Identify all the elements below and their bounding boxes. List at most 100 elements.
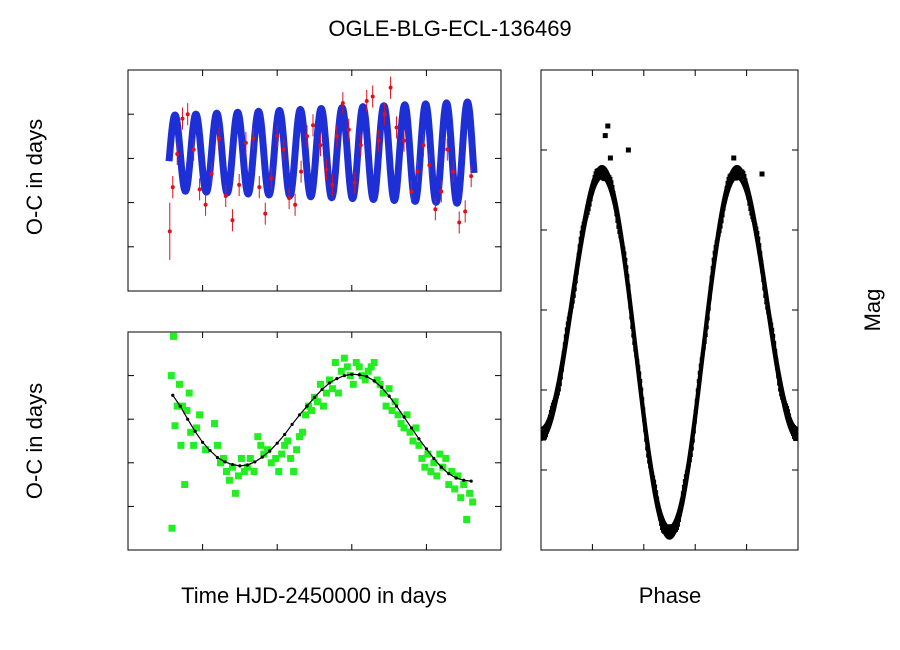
right-point [787,413,792,418]
bottom-left-point [228,463,236,471]
right-point [569,304,574,309]
top-left-point [445,147,450,152]
bottom-left-point [373,376,381,384]
right-point [582,218,587,223]
right-point [786,409,791,414]
right-point [632,340,637,345]
bottom-left-point [296,433,304,441]
top-left-point [364,98,369,103]
right-point [788,418,793,423]
right-point [630,324,635,329]
right-point [598,172,603,177]
bottom-left-point [217,459,225,467]
bottom-left-fit-point [335,377,339,381]
right-ylabel: Mag [860,289,885,332]
right-point [789,423,794,428]
top-left-point [469,174,474,179]
bottom-left-point [243,463,251,471]
right-point [721,206,726,211]
right-point [774,357,779,362]
right-point [753,223,758,228]
bottom-left-fit-point [283,432,287,437]
top-left-point [257,185,262,190]
right-point [719,219,724,224]
bottom-left-point [293,446,301,454]
right-outlier-point [602,133,608,139]
right-point [769,322,774,327]
right-point [626,284,631,289]
right-point [699,357,704,362]
right-point [767,314,772,319]
bottom-left-point [409,437,417,445]
right-point [653,484,658,489]
top-left-point [269,176,274,181]
top-left-point [275,134,280,139]
bottom-left-point [340,354,348,362]
right-point [659,521,664,526]
right-point [647,459,652,464]
right-point [679,498,684,503]
bottom-left-fit-point [387,394,391,398]
right-point [554,394,559,399]
right-point [654,490,659,495]
bottom-left-point [403,411,411,419]
bottom-left-point [418,454,426,462]
right-point [589,191,594,196]
top-left-point [311,123,316,128]
bottom-left-point [190,441,198,449]
bottom-left-point [349,380,357,388]
top-left-frame [127,69,502,292]
right-point [752,220,757,225]
bottom-left-fit-point [380,385,384,389]
right-point [746,195,751,200]
right-point [796,433,798,438]
right-point [627,294,632,299]
bottom-left-fit-point [245,463,249,467]
right-point [549,405,554,410]
right-point [689,446,694,451]
top-left-point [421,143,426,148]
top-left-point [388,85,393,90]
right-point [763,293,768,298]
right-point [676,517,681,522]
right-point [648,464,653,469]
right-point [614,212,619,217]
right-point [608,176,613,181]
bottom-left-fit-point [186,417,190,421]
right-point [575,261,580,266]
figure-title: OGLE-BLG-ECL-136469 [328,16,571,41]
bottom-left-point [427,468,435,476]
right-point [613,205,618,210]
right-point [748,207,753,212]
right-point [755,230,760,235]
right-point [703,333,708,338]
top-left-point [451,169,456,174]
right-point [583,216,588,221]
top-left-point [427,163,432,168]
bottom-left-point [436,450,444,458]
bottom-left-point [260,450,268,458]
right-point [759,259,764,264]
top-left-point [299,169,304,174]
right-point [625,274,630,279]
right-point [714,240,719,245]
right-outlier-point [605,123,611,129]
right-point [642,417,647,422]
right-point [574,270,579,275]
bottom-left-point [219,454,227,462]
right-point [615,218,620,223]
bottom-left-fit-point [439,465,443,469]
right-point [768,318,773,323]
right-point [576,252,581,257]
right-point [562,342,567,347]
right-point [640,397,645,402]
right-point [646,453,651,458]
right-point [761,278,766,283]
bottom-left-fit-point [275,441,279,445]
right-point [747,201,752,206]
right-point [776,374,781,379]
bottom-left-point [334,389,342,397]
right-point [580,225,585,230]
bottom-left-point [466,489,474,497]
bottom-left-fit-point [297,413,302,417]
